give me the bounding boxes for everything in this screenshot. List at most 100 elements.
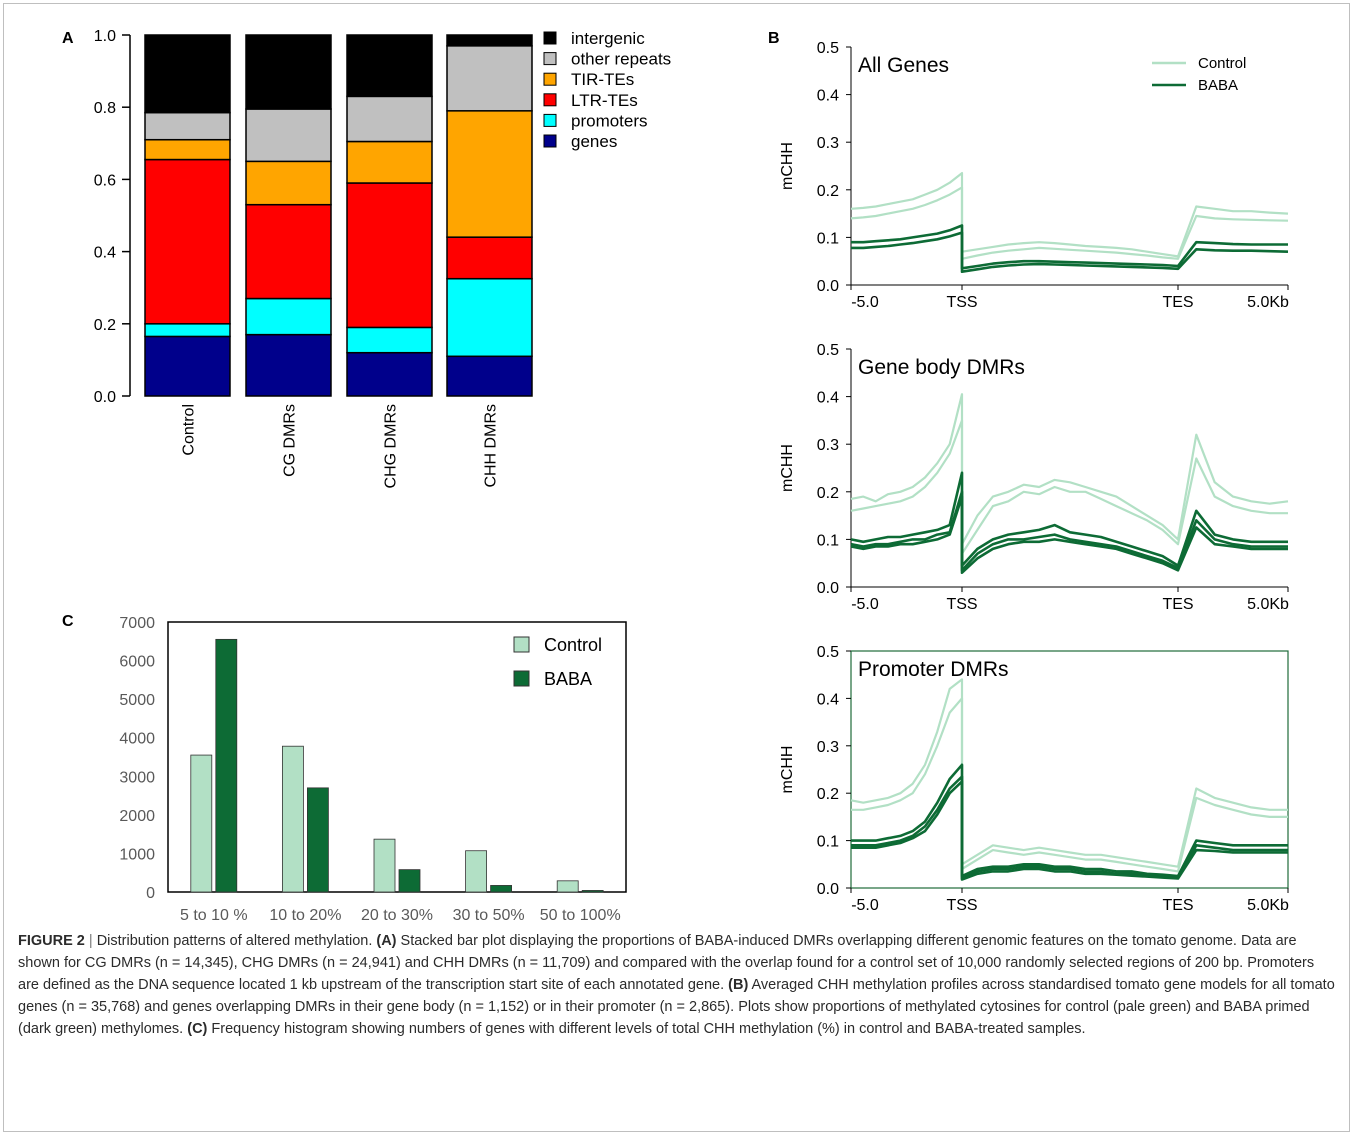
b-y-tick-label: 0.5 xyxy=(817,342,839,359)
b-series-line xyxy=(851,231,1289,274)
caption-b-tag: (B) xyxy=(728,977,749,993)
c-bar xyxy=(215,638,238,893)
b-x-tick-label: TES xyxy=(1162,294,1193,311)
b-subplot-title: All Genes xyxy=(858,54,949,77)
b-legend-label: Control xyxy=(1198,55,1246,72)
a-bar-segment xyxy=(346,95,433,143)
a-category-label: CHG DMRs xyxy=(383,404,400,488)
caption-a-text: Stacked bar plot displaying the proporti… xyxy=(18,933,1315,993)
panel-c-histogram: 0 1000 2000 3000 4000 5000 6000 7000 5 to 10 % 10… xyxy=(119,615,627,924)
b-y-axis-label: mCHH xyxy=(779,746,796,794)
b-series-line xyxy=(850,490,1288,572)
b-y-tick-label: 0.5 xyxy=(817,644,839,661)
a-legend-label: genes xyxy=(571,132,617,151)
b-series-line xyxy=(850,495,1288,575)
b-y-tick-label: 0.1 xyxy=(817,532,839,549)
a-legend-label: intergenic xyxy=(571,29,645,48)
a-bar-segment xyxy=(446,355,533,397)
a-legend-swatch xyxy=(543,113,557,127)
b-x-tick-label: 5.0Kb xyxy=(1247,294,1289,311)
c-y-tick-label: 5000 xyxy=(119,692,155,709)
a-bar-segment xyxy=(346,326,433,354)
c-bar xyxy=(581,890,604,893)
a-y-tick-label: 0.2 xyxy=(94,317,116,334)
b-x-tick-label: TSS xyxy=(946,294,977,311)
caption-c-tag: (C) xyxy=(187,1021,208,1037)
b-y-tick-label: 0.0 xyxy=(817,580,839,597)
figure-frame xyxy=(3,3,1350,1132)
a-bar-segment xyxy=(245,203,332,300)
b-y-axis-label: mCHH xyxy=(779,444,796,492)
b-subplot: 0.0 0.1 0.2 0.3 0.4 0.5 -5.0 TSS TES 5.0Kb mCHH All… xyxy=(779,40,1289,311)
b-y-tick-label: 0.1 xyxy=(817,834,839,851)
a-y-tick-label: 0.0 xyxy=(94,389,116,406)
c-bar xyxy=(190,754,213,893)
a-bar-segment xyxy=(245,160,332,206)
panel-b-line-profiles: 0.0 0.1 0.2 0.3 0.4 0.5 -5.0 TSS TES 5.0Kb mCHH All… xyxy=(779,40,1289,914)
c-y-tick-label: 7000 xyxy=(119,615,155,632)
b-x-tick-label: 5.0Kb xyxy=(1247,596,1289,613)
c-category-label: 20 to 30% xyxy=(361,907,433,924)
c-bar xyxy=(465,850,488,893)
a-bar-segment xyxy=(446,277,533,358)
c-y-tick-label: 2000 xyxy=(119,808,155,825)
a-legend-label: other repeats xyxy=(571,50,671,69)
panel-letter-a: A xyxy=(62,30,74,47)
c-category-label: 10 to 20% xyxy=(269,907,341,924)
c-bar xyxy=(281,745,304,893)
a-category-label: CG DMRs xyxy=(282,404,299,477)
b-plot-frame xyxy=(850,650,1289,889)
b-legend-label: BABA xyxy=(1198,77,1238,94)
a-bar-segment xyxy=(245,34,332,110)
a-bar-segment xyxy=(144,158,231,325)
a-bar-segment xyxy=(245,108,332,163)
b-y-tick-label: 0.0 xyxy=(817,278,839,295)
a-bar-segment xyxy=(144,335,231,397)
a-y-tick-label: 0.6 xyxy=(94,172,116,189)
b-series-line xyxy=(850,419,1288,555)
a-bar-segment xyxy=(346,140,433,184)
b-x-tick-label: TES xyxy=(1162,596,1193,613)
b-x-tick-label: TES xyxy=(1162,897,1193,914)
a-y-tick-label: 1.0 xyxy=(94,28,116,45)
b-y-tick-label: 0.3 xyxy=(817,437,839,454)
b-x-tick-label: -5.0 xyxy=(851,596,879,613)
b-y-tick-label: 0.3 xyxy=(817,135,839,152)
a-legend-swatch xyxy=(543,52,557,66)
a-legend-label: promoters xyxy=(571,111,648,130)
b-y-tick-label: 0.4 xyxy=(817,390,839,407)
b-series-line xyxy=(850,393,1289,546)
b-x-tick-label: -5.0 xyxy=(851,897,879,914)
c-legend-label: BABA xyxy=(544,669,592,689)
b-subplot: 0.0 0.1 0.2 0.3 0.4 0.5 -5.0 TSS TES 5.0Kb mCHH Gen… xyxy=(779,342,1289,613)
c-bar xyxy=(373,838,396,893)
a-legend-swatch xyxy=(543,72,557,86)
a-bar-segment xyxy=(446,110,533,238)
c-y-tick-label: 0 xyxy=(146,885,155,902)
b-subplot: 0.0 0.1 0.2 0.3 0.4 0.5 -5.0 TSS TES 5.0Kb mCHH Pro… xyxy=(779,644,1289,914)
b-series-line xyxy=(850,678,1288,868)
b-series-line xyxy=(851,224,1288,270)
panel-letter-c: C xyxy=(62,613,74,630)
b-y-tick-label: 0.3 xyxy=(817,739,839,756)
b-y-axis-label: mCHH xyxy=(779,142,796,190)
c-legend-swatch xyxy=(513,670,530,687)
b-series-line xyxy=(851,775,1288,880)
panel-letter-b: B xyxy=(768,30,780,47)
c-category-label: 30 to 50% xyxy=(453,907,525,924)
a-bar-segment xyxy=(446,34,533,47)
a-bar-segment xyxy=(144,111,231,141)
caption-a-tag: (A) xyxy=(376,933,397,949)
b-series-line xyxy=(850,172,1289,258)
a-y-tick-label: 0.4 xyxy=(94,245,116,262)
b-series-line xyxy=(850,471,1288,567)
a-category-label: CHH DMRs xyxy=(483,404,500,488)
caption-title: Distribution patterns of altered methyla… xyxy=(96,933,377,949)
b-x-tick-label: -5.0 xyxy=(851,294,879,311)
c-y-tick-label: 4000 xyxy=(119,731,155,748)
b-y-tick-label: 0.2 xyxy=(817,485,839,502)
c-bar xyxy=(398,869,421,893)
c-bar xyxy=(306,787,329,893)
c-plot-frame xyxy=(167,621,627,893)
a-bar-segment xyxy=(245,333,332,397)
